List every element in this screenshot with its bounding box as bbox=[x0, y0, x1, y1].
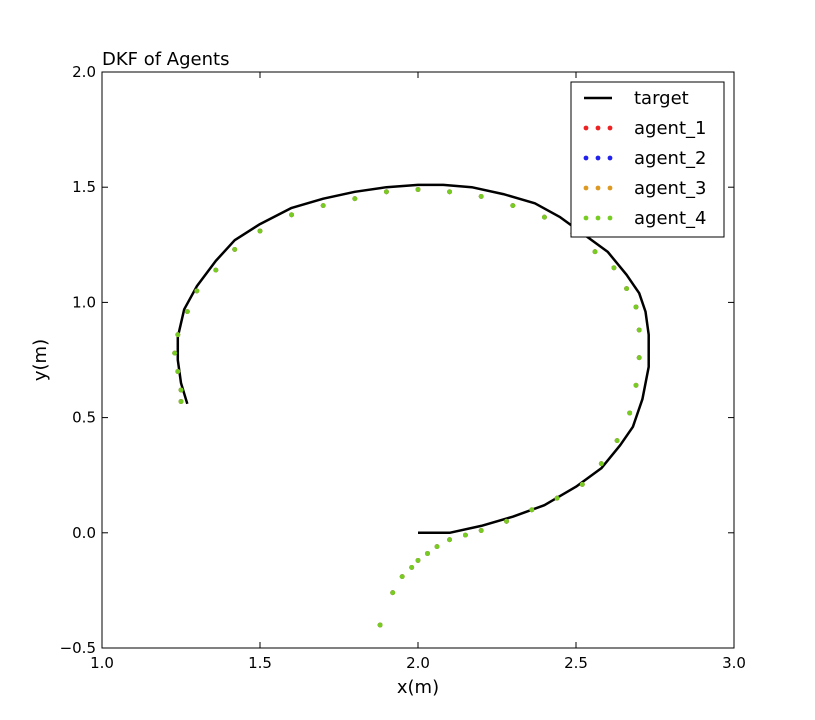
point-agent_4-13 bbox=[579, 482, 585, 487]
legend-label-agent_3: agent_3 bbox=[634, 178, 706, 199]
point-agent_4-1 bbox=[390, 590, 396, 596]
point-agent_4-42 bbox=[178, 387, 184, 393]
point-agent_4-29 bbox=[415, 187, 421, 192]
series-agent_4-points bbox=[172, 187, 642, 628]
point-agent_4-22 bbox=[611, 265, 617, 271]
y-tick-label: 1.5 bbox=[72, 178, 96, 196]
x-tick-label: 1.0 bbox=[90, 654, 114, 672]
ticks-layer: 1.0 1.5 2.0 2.5 3.0 −0.5 0.0 0.5 1.0 1.5 2.0 bbox=[60, 63, 746, 672]
point-agent_4-2 bbox=[399, 574, 405, 579]
x-axis-label: x(m) bbox=[397, 677, 439, 698]
legend-label-agent_2: agent_2 bbox=[634, 148, 706, 169]
legend-swatch-agent_3-1 bbox=[595, 185, 601, 191]
point-agent_4-39 bbox=[175, 332, 181, 338]
point-agent_4-21 bbox=[624, 286, 629, 291]
point-agent_4-9 bbox=[478, 528, 484, 533]
point-agent_4-38 bbox=[184, 309, 190, 314]
y-tick-label: −0.5 bbox=[60, 639, 96, 657]
point-agent_4-12 bbox=[554, 495, 560, 501]
point-agent_4-15 bbox=[614, 438, 620, 443]
point-agent_4-16 bbox=[627, 410, 633, 416]
point-agent_4-3 bbox=[409, 565, 415, 570]
legend-label-target: target bbox=[634, 88, 689, 109]
legend-swatch-agent_3-0 bbox=[583, 185, 589, 191]
point-agent_4-34 bbox=[257, 228, 263, 234]
legend-swatch-agent_2-2 bbox=[607, 155, 613, 161]
x-tick-label: 2.5 bbox=[564, 654, 588, 672]
x-tick-label: 3.0 bbox=[722, 654, 746, 672]
point-agent_4-26 bbox=[510, 203, 516, 209]
point-agent_4-28 bbox=[447, 189, 452, 195]
legend: target agent_1 agent_2 agent_3 agent_4 bbox=[570, 81, 725, 238]
point-agent_4-18 bbox=[636, 355, 642, 361]
point-agent_4-23 bbox=[592, 249, 598, 255]
point-agent_4-6 bbox=[434, 544, 440, 549]
point-agent_4-4 bbox=[415, 558, 421, 563]
point-agent_4-19 bbox=[636, 327, 642, 333]
point-agent_4-5 bbox=[425, 551, 430, 556]
point-agent_4-11 bbox=[529, 507, 535, 513]
legend-swatch-agent_4-1 bbox=[595, 215, 601, 221]
point-agent_4-7 bbox=[447, 537, 452, 543]
y-tick-label: 2.0 bbox=[72, 63, 96, 81]
x-tick-label: 1.5 bbox=[248, 654, 272, 672]
y-axis-label: y(m) bbox=[30, 339, 51, 381]
point-agent_4-33 bbox=[289, 212, 294, 218]
point-agent_4-31 bbox=[352, 196, 358, 202]
point-agent_4-20 bbox=[633, 304, 639, 310]
point-agent_4-0 bbox=[377, 622, 383, 628]
point-agent_4-43 bbox=[178, 399, 184, 404]
point-agent_4-37 bbox=[194, 288, 200, 294]
legend-swatch-agent_2-0 bbox=[583, 155, 589, 161]
point-agent_4-36 bbox=[213, 267, 219, 273]
legend-label-agent_1: agent_1 bbox=[634, 118, 706, 139]
point-agent_4-14 bbox=[598, 461, 604, 467]
legend-swatch-agent_2-1 bbox=[595, 155, 601, 161]
legend-swatch-agent_3-2 bbox=[607, 185, 613, 191]
y-tick-label: 0.5 bbox=[72, 409, 96, 427]
point-agent_4-32 bbox=[320, 203, 326, 209]
point-agent_4-25 bbox=[542, 214, 547, 220]
legend-label-agent_4: agent_4 bbox=[634, 208, 706, 229]
legend-swatch-agent_4-2 bbox=[607, 215, 613, 221]
legend-swatch-agent_1-2 bbox=[607, 125, 613, 131]
legend-swatch-agent_1-0 bbox=[583, 125, 589, 131]
series-layer bbox=[172, 183, 650, 628]
point-agent_4-41 bbox=[175, 369, 181, 374]
chart-title: DKF of Agents bbox=[102, 49, 229, 70]
point-agent_4-35 bbox=[232, 247, 238, 252]
point-agent_4-30 bbox=[384, 189, 389, 195]
legend-swatch-agent_4-0 bbox=[583, 215, 589, 221]
point-agent_4-8 bbox=[463, 532, 468, 538]
y-tick-label: 0.0 bbox=[72, 524, 96, 542]
x-tick-label: 2.0 bbox=[406, 654, 430, 672]
series-target-line bbox=[176, 183, 650, 535]
y-tick-label: 1.0 bbox=[72, 293, 96, 311]
point-agent_4-27 bbox=[478, 194, 484, 199]
point-agent_4-40 bbox=[172, 350, 178, 356]
point-agent_4-17 bbox=[633, 382, 639, 388]
legend-swatch-agent_1-1 bbox=[595, 125, 601, 131]
point-agent_4-10 bbox=[504, 518, 509, 524]
legend-entries: target agent_1 agent_2 agent_3 agent_4 bbox=[583, 88, 706, 229]
